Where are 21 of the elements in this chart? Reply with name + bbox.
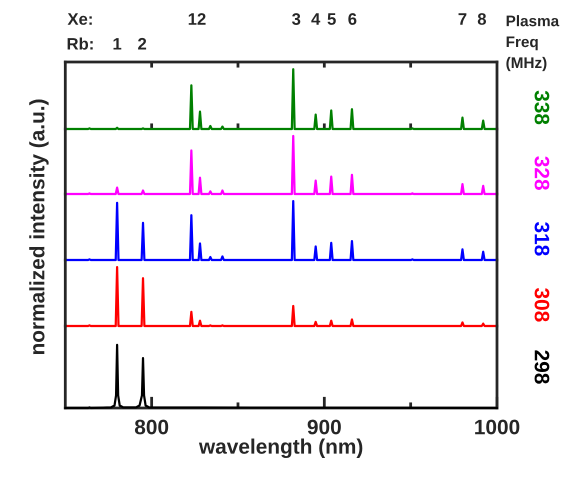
y-axis-title: normalized intensity (a.u.) xyxy=(29,100,49,354)
text: 308 xyxy=(534,288,550,322)
legend-title: Plasma Freq (MHz) xyxy=(506,15,560,72)
x-tick-label: 900 xyxy=(308,420,341,434)
text: 6 xyxy=(348,13,356,25)
text: Xe: xyxy=(68,13,92,25)
text: 338 xyxy=(534,90,550,124)
text: 328 xyxy=(534,156,550,190)
x-tick-label: 1000 xyxy=(475,420,520,434)
x-tick-label: 800 xyxy=(134,420,168,434)
text: 4 xyxy=(311,13,320,25)
text: 298 xyxy=(534,350,550,384)
text: 1 2 xyxy=(114,38,146,50)
text: 12 xyxy=(188,13,206,25)
text: 3 xyxy=(292,13,300,25)
x-axis-title: wavelength (nm) xyxy=(198,438,362,458)
text: Rb: xyxy=(68,37,93,50)
text: 7 xyxy=(458,13,466,25)
text: 8 xyxy=(478,13,486,25)
text: 5 xyxy=(328,13,336,25)
text: 318 xyxy=(534,222,550,256)
